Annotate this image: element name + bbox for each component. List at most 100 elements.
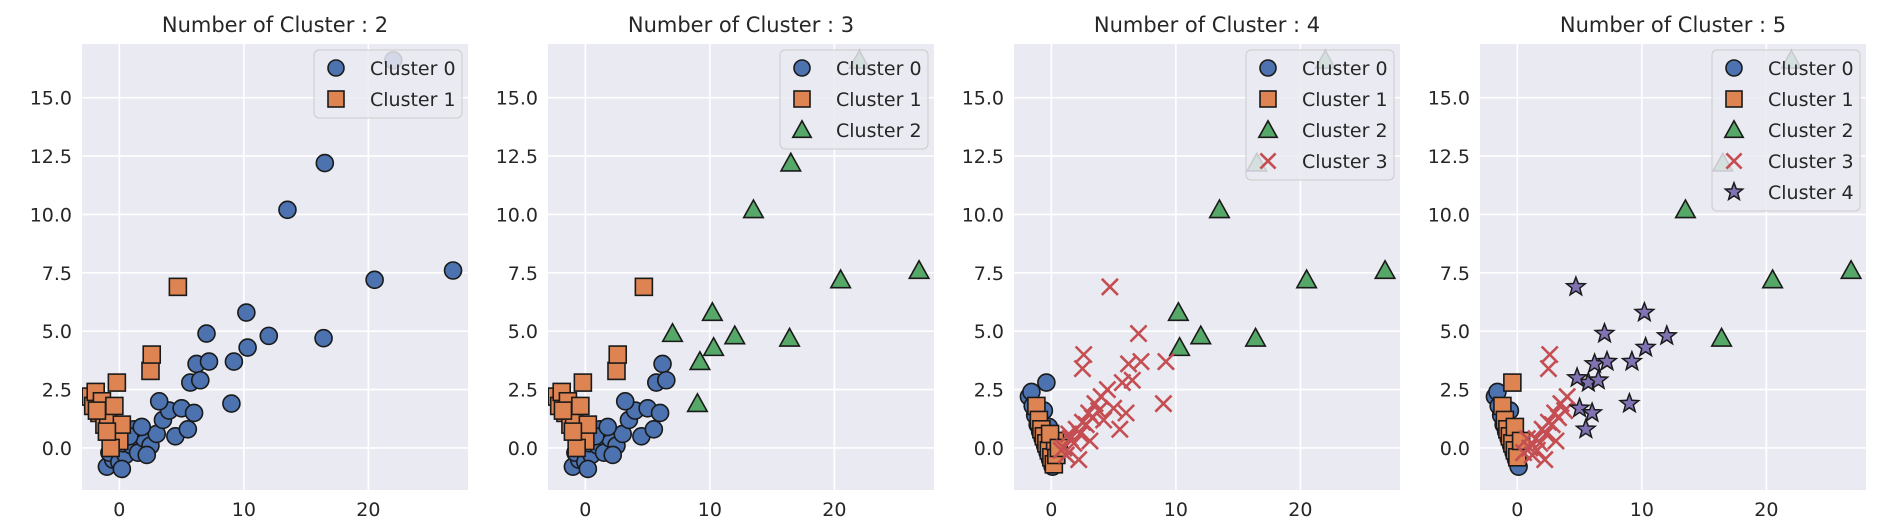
data-point [1580, 401, 1604, 423]
data-point [563, 422, 583, 441]
data-point [1074, 345, 1093, 364]
series-cluster-4 [1564, 274, 1679, 439]
data-point [197, 324, 216, 343]
data-point [608, 345, 628, 364]
data-point [222, 394, 241, 413]
data-point [661, 322, 684, 343]
x-tick-label: 0 [113, 499, 125, 521]
data-point [1064, 434, 1083, 453]
data-point [1593, 321, 1616, 344]
y-tick-label: 5.0 [1440, 321, 1470, 343]
data-point [607, 361, 626, 381]
chart-title: Number of Cluster : 4 [1094, 13, 1320, 37]
data-point [1208, 198, 1231, 219]
legend-label: Cluster 2 [1302, 120, 1388, 142]
y-tick-label: 15.0 [1428, 88, 1470, 110]
data-point [314, 328, 333, 348]
data-point [553, 401, 573, 420]
x-tick-label: 20 [1754, 499, 1778, 521]
data-point [603, 445, 623, 465]
data-point [1503, 373, 1522, 392]
data-point [656, 370, 676, 390]
data-point [1123, 371, 1142, 390]
legend-marker [1723, 119, 1745, 139]
data-point [1568, 396, 1591, 418]
data-point [105, 396, 124, 416]
data-point [742, 198, 765, 219]
subplot-1: Number of Cluster : 2 0 10 20 0.0 2.5 5.0 7.5 10… [30, 13, 468, 521]
data-point [567, 438, 586, 458]
legend-box [313, 49, 463, 119]
data-point [1100, 277, 1119, 296]
x-tick-label: 10 [1630, 499, 1654, 521]
x-tick-label: 0 [1045, 499, 1057, 521]
data-point [1089, 401, 1108, 420]
data-point [1761, 268, 1784, 289]
data-point [107, 373, 127, 392]
data-point [190, 370, 210, 390]
data-point [1129, 324, 1148, 343]
y-tick-label: 2.5 [974, 380, 1004, 402]
data-point [1540, 345, 1559, 364]
data-point [1558, 387, 1577, 406]
legend-marker [327, 59, 345, 77]
data-point [1117, 403, 1136, 422]
y-tick-label: 15.0 [30, 88, 72, 110]
y-tick-label: 0.0 [1440, 438, 1470, 460]
data-point [779, 151, 802, 172]
series-cluster-1 [1027, 396, 1069, 474]
legend-marker [1259, 152, 1277, 170]
data-point [644, 419, 664, 439]
series-cluster-1 [82, 277, 188, 458]
y-tick-label: 7.5 [508, 263, 538, 285]
data-point [1528, 441, 1547, 460]
data-point [778, 326, 801, 347]
y-tick-label: 2.5 [508, 380, 538, 402]
legend-label: Cluster 2 [1768, 120, 1854, 142]
data-point [1565, 365, 1589, 388]
data-point [701, 301, 724, 322]
legend-label: Cluster 1 [836, 89, 922, 111]
y-tick-label: 0.0 [42, 438, 72, 460]
y-tick-label: 15.0 [496, 88, 538, 110]
y-tick-label: 10.0 [30, 204, 72, 226]
data-point [1037, 373, 1056, 392]
y-tick-label: 7.5 [42, 263, 72, 285]
data-point [615, 391, 635, 411]
legend-marker [1259, 90, 1277, 108]
legend-marker [1257, 119, 1279, 139]
y-tick-label: 10.0 [496, 204, 538, 226]
data-point [141, 361, 160, 381]
y-tick-label: 10.0 [1428, 204, 1470, 226]
data-point [199, 352, 219, 371]
data-point [1373, 259, 1397, 280]
data-point [598, 417, 618, 437]
legend-box [1245, 49, 1395, 181]
data-point [112, 459, 132, 479]
legend-marker [1725, 152, 1743, 170]
x-tick-label: 20 [822, 499, 846, 521]
x-tick-label: 20 [356, 499, 380, 521]
y-tick-label: 2.5 [42, 380, 72, 402]
data-point [1052, 441, 1071, 460]
legend-label: Cluster 0 [1302, 58, 1388, 80]
data-point [365, 270, 384, 290]
data-point [1564, 274, 1588, 297]
subplot-2: Number of Cluster : 3 0 10 20 0.0 2.5 5.0 7.5 10… [496, 13, 934, 521]
data-point [142, 345, 162, 364]
data-point [1080, 431, 1099, 450]
x-tick-label: 0 [579, 499, 591, 521]
data-point [829, 268, 852, 289]
legend-box [1711, 49, 1861, 212]
data-point [1189, 324, 1212, 345]
data-point [1634, 335, 1657, 358]
data-point [571, 396, 590, 416]
y-tick-label: 2.5 [1440, 380, 1470, 402]
data-point [259, 326, 279, 346]
y-tick-label: 5.0 [42, 321, 72, 343]
data-point [184, 403, 204, 423]
data-point [315, 153, 335, 173]
data-point [224, 352, 244, 371]
data-point [686, 392, 709, 413]
data-point [1537, 424, 1555, 443]
